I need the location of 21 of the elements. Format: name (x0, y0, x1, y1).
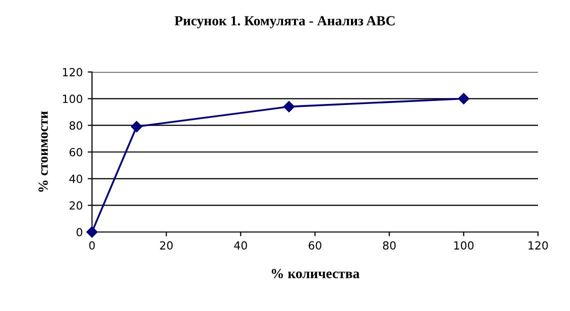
x-tick-label: 80 (383, 241, 396, 250)
y-tick-label: 80 (70, 121, 82, 130)
x-axis-title: % количества (272, 268, 360, 278)
y-tick-label: 20 (70, 201, 82, 210)
y-tick-label: 0 (76, 228, 82, 236)
x-tick-label: 0 (89, 241, 95, 250)
y-tick-label: 40 (69, 174, 82, 184)
point (86, 226, 98, 238)
point (283, 101, 295, 112)
y-axis-title: % стоимости (38, 111, 48, 192)
chart-title: Рисунок 1. Комулята - Анализ ABC (174, 16, 395, 28)
x-tick-label: 120 (528, 241, 548, 250)
x-tick-label: 60 (308, 241, 322, 250)
y-tick-label: 120 (62, 68, 82, 76)
y-tick-label: 60 (70, 148, 82, 156)
x-tick-label: 100 (454, 241, 474, 250)
x-tick-label: 20 (160, 241, 173, 250)
x-tick-label: 40 (234, 241, 247, 250)
point (458, 93, 470, 104)
point (130, 121, 142, 132)
y-tick-label: 100 (62, 94, 82, 104)
